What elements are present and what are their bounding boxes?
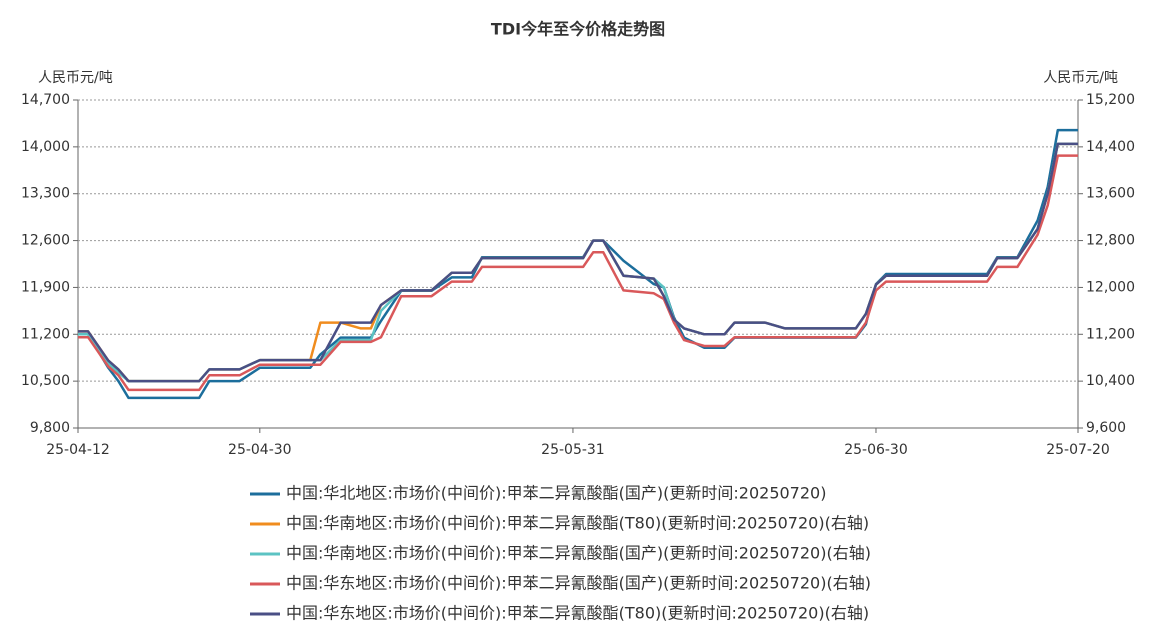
y-tick-label: 11,900: [21, 279, 70, 295]
y2-tick-label: 11,200: [1086, 326, 1135, 342]
y2-axis-label: 人民币元/吨: [1043, 70, 1118, 86]
legend: 中国:华北地区:市场价(中间价):甲苯二异氰酸酯(国产)(更新时间:202507…: [250, 484, 871, 623]
chart-title: TDI今年至今价格走势图: [491, 20, 665, 39]
y2-tick-label: 9,600: [1086, 420, 1126, 436]
series-line: [78, 142, 1078, 383]
y2-tick-label: 14,400: [1086, 139, 1135, 155]
y2-tick-label: 12,000: [1086, 279, 1135, 295]
y-axis-label: 人民币元/吨: [38, 70, 113, 86]
legend-label: 中国:华东地区:市场价(中间价):甲苯二异氰酸酯(国产)(更新时间:202507…: [286, 574, 871, 593]
series-line: [78, 142, 1078, 383]
y2-tick-label: 10,400: [1086, 373, 1135, 389]
series-line: [78, 142, 1078, 383]
y2-tick-label: 13,600: [1086, 186, 1135, 202]
x-tick-label: 25-05-31: [541, 442, 605, 458]
y-tick-label: 13,300: [21, 186, 70, 202]
y-tick-label: 10,500: [21, 373, 70, 389]
x-tick-label: 25-04-12: [46, 442, 110, 458]
x-tick-label: 25-06-30: [844, 442, 908, 458]
legend-label: 中国:华南地区:市场价(中间价):甲苯二异氰酸酯(国产)(更新时间:202507…: [286, 544, 871, 563]
series-line: [78, 128, 1078, 400]
y2-tick-label: 12,800: [1086, 233, 1135, 249]
x-tick-label: 25-04-30: [228, 442, 292, 458]
legend-label: 中国:华南地区:市场价(中间价):甲苯二异氰酸酯(T80)(更新时间:20250…: [286, 514, 869, 533]
y2-tick-label: 15,200: [1086, 92, 1135, 108]
y-tick-label: 14,700: [21, 92, 70, 108]
legend-label: 中国:华北地区:市场价(中间价):甲苯二异氰酸酯(国产)(更新时间:202507…: [286, 484, 826, 503]
y-tick-label: 12,600: [21, 233, 70, 249]
y-tick-label: 14,000: [21, 139, 70, 155]
y-tick-label: 9,800: [30, 420, 70, 436]
series-line: [78, 154, 1078, 392]
x-tick-label: 25-07-20: [1046, 442, 1110, 458]
legend-label: 中国:华东地区:市场价(中间价):甲苯二异氰酸酯(T80)(更新时间:20250…: [286, 604, 869, 623]
y-tick-label: 11,200: [21, 326, 70, 342]
